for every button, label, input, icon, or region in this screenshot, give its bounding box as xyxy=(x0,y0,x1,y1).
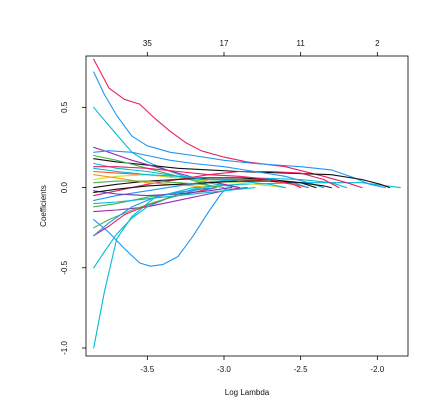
x-axis-group: -3.5 -3.0 -2.5 -2.0 xyxy=(140,356,385,374)
plot-frame xyxy=(85,55,409,357)
x-tick-label-3: -2.5 xyxy=(294,365,308,374)
series-line-24 xyxy=(93,180,332,193)
series-lines-group xyxy=(93,58,401,349)
y-tick-label-4: 0.5 xyxy=(60,101,69,113)
y-axis-group: -1.0 -0.5 0.0 0.5 xyxy=(60,101,86,355)
x-axis-title: Log Lambda xyxy=(225,388,270,397)
top-axis-group: 35 17 11 2 xyxy=(143,39,380,56)
x-tick-label-2: -3.0 xyxy=(217,365,231,374)
series-line-28 xyxy=(93,187,256,205)
top-tick-label-4: 2 xyxy=(375,39,380,48)
series-line-26 xyxy=(93,187,217,237)
top-tick-label-3: 11 xyxy=(297,39,306,48)
y-tick-label-3: 0.0 xyxy=(60,181,69,193)
series-line-9 xyxy=(93,174,286,189)
series-line-15 xyxy=(93,187,248,213)
series-line-3 xyxy=(93,71,386,189)
y-tick-label-1: -1.0 xyxy=(60,341,69,355)
x-tick-label-1: -3.5 xyxy=(140,365,154,374)
y-tick-label-2: -0.5 xyxy=(60,260,69,274)
series-line-21 xyxy=(93,150,325,189)
series-line-25 xyxy=(93,166,302,189)
series-line-23 xyxy=(93,162,286,189)
series-line-27 xyxy=(93,180,225,189)
top-tick-label-1: 35 xyxy=(143,39,152,48)
series-line-16 xyxy=(93,187,228,267)
series-line-20 xyxy=(93,174,210,189)
series-line-22 xyxy=(93,187,233,197)
x-tick-label-4: -2.0 xyxy=(370,365,384,374)
top-tick-label-2: 17 xyxy=(220,39,229,48)
y-axis-title: Coefficients xyxy=(39,185,48,227)
